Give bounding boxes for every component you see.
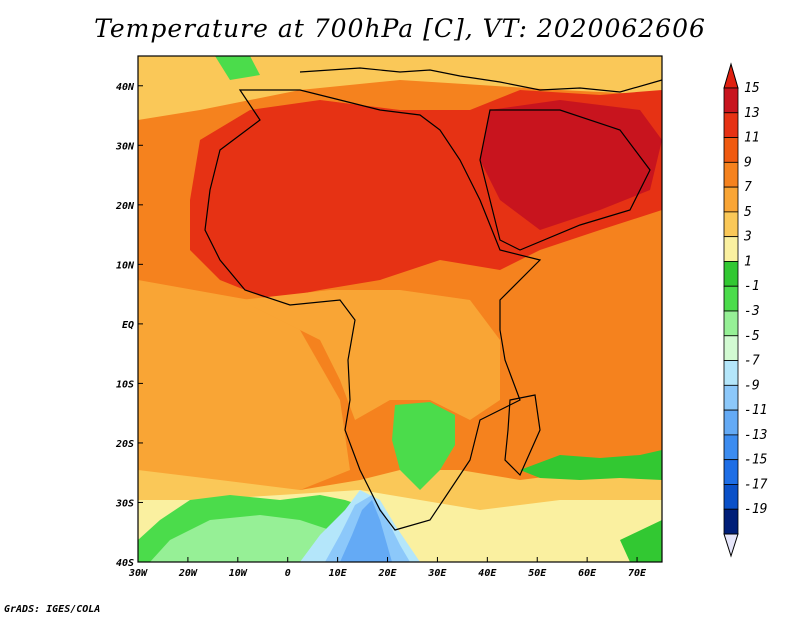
lat-tick-label: EQ — [122, 320, 134, 331]
colorbar-label: -19 — [744, 502, 767, 517]
colorbar-bottom-arrow — [723, 533, 739, 558]
lon-tick-label: 70E — [628, 568, 647, 579]
colorbar-label: 1 — [744, 254, 752, 269]
lat-tick-label: 10N — [116, 260, 135, 271]
field-warm-band-west — [138, 280, 350, 500]
field-green-se — [520, 450, 662, 480]
colorbar-label: 13 — [744, 106, 760, 121]
lat-tick-label: 20S — [115, 439, 134, 450]
colorbar-label: -15 — [744, 453, 768, 468]
colorbar-segment — [723, 459, 739, 485]
lon-tick-label: 40E — [478, 568, 497, 579]
lon-tick-label: 10W — [229, 568, 248, 579]
colorbar-segment — [723, 186, 739, 213]
colorbar-segment — [723, 484, 739, 510]
field-orange-central — [240, 290, 500, 420]
colorbar-label: -17 — [744, 477, 768, 492]
lon-tick-label: 0 — [285, 568, 291, 579]
colorbar-label: 9 — [744, 155, 752, 170]
lat-tick-label: 30S — [115, 498, 134, 509]
colorbar-label: -3 — [744, 304, 760, 319]
lon-tick-label: 30E — [427, 568, 447, 579]
lon-tick-label: 30W — [128, 568, 148, 579]
colorbar-label: 3 — [743, 230, 752, 245]
field-yellow-north — [138, 56, 662, 120]
lon-tick-label: 20E — [377, 568, 397, 579]
colorbar-label: -7 — [744, 354, 760, 369]
lat-tick-label: 40N — [116, 82, 135, 93]
lon-tick-labels: 30W 20W 10W 0 10E 20E 30E 40E 50E 60E 70E — [128, 557, 647, 579]
colorbar-segment — [723, 211, 739, 238]
footer-credit: GrADS: IGES/COLA — [4, 604, 101, 615]
lon-tick-label: 10E — [329, 568, 348, 579]
coastlines — [204, 67, 663, 531]
coastline-africa — [204, 89, 542, 531]
colorbar-label: 11 — [744, 131, 760, 146]
map-frame — [137, 55, 663, 563]
colorbar-segment — [723, 285, 739, 312]
field-darkred-arabia — [480, 100, 662, 230]
map-title: Temperature at 700hPa [C], VT: 202006260… — [94, 14, 706, 43]
colorbar-segment — [723, 87, 739, 114]
colorbar-segment — [723, 335, 739, 361]
lon-tick-label: 60E — [578, 568, 597, 579]
lon-tick-label: 20W — [178, 568, 198, 579]
colorbar-segment — [723, 261, 739, 287]
colorbar-segment — [723, 137, 739, 163]
colorbar-label: 7 — [744, 180, 752, 195]
field-green-inland — [392, 402, 455, 490]
colorbar-label: -1 — [744, 279, 760, 294]
field-green-se2 — [620, 520, 662, 562]
colorbar-label: -11 — [744, 403, 767, 418]
colorbar-segment — [723, 409, 739, 436]
lat-tick-labels: 40N 30N 20N 10N EQ 10S 20S 30S 40S — [115, 82, 143, 569]
colorbar-segment — [723, 360, 739, 386]
field-blue2-south — [340, 500, 392, 562]
coastline-arabia — [479, 109, 651, 251]
field-lightgreen-sw — [150, 515, 350, 562]
colorbar-segment — [723, 112, 739, 138]
lon-tick-label: 50E — [528, 568, 547, 579]
colorbar-segment — [723, 236, 739, 262]
colorbar-label: -9 — [744, 378, 760, 393]
colorbar-top-arrow — [723, 62, 739, 89]
colorbar-segment — [723, 310, 739, 337]
lat-tick-label: 30N — [115, 141, 135, 152]
lat-tick-label: 20N — [115, 201, 135, 212]
colorbar-segment — [723, 508, 739, 535]
coastline-north — [299, 67, 663, 93]
map-plot-area — [138, 56, 662, 562]
lat-tick-label: 40S — [116, 558, 134, 569]
colorbar-segment — [723, 384, 739, 411]
colorbar: 15 13 11 9 7 5 3 1 -1 -3 -5 -7 -9 -11 -13 -15 -17 -19 — [723, 62, 768, 558]
coastline-madagascar — [504, 394, 541, 477]
colorbar-segment — [723, 161, 739, 188]
colorbar-segment — [723, 434, 739, 461]
colorbar-label: -5 — [744, 329, 760, 344]
colorbar-label: -13 — [744, 428, 767, 443]
field-green-north — [215, 56, 260, 80]
lat-tick-label: 10S — [116, 379, 134, 390]
colorbar-label: 5 — [744, 205, 752, 220]
colorbar-label: 15 — [744, 81, 760, 96]
